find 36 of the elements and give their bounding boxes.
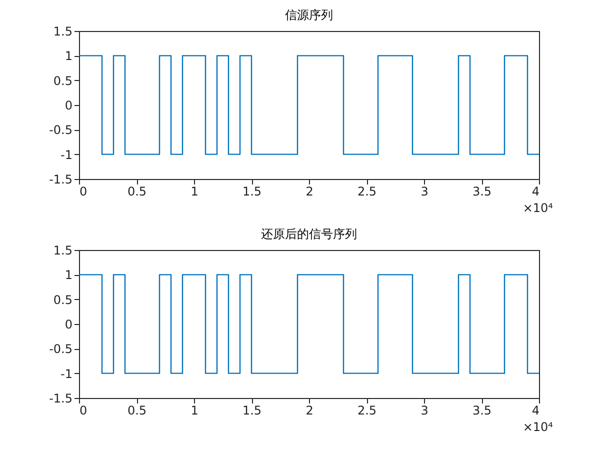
x-tick-label: 0.5 bbox=[127, 404, 147, 418]
y-tick-label: 0 bbox=[64, 98, 72, 112]
chart-title: 还原后的信号序列 bbox=[261, 227, 357, 241]
x-tick-label: 3.5 bbox=[472, 404, 492, 418]
x-tick-label: 4 bbox=[532, 184, 540, 198]
y-tick-label: -1 bbox=[60, 366, 72, 381]
y-tick-label: 1.5 bbox=[53, 24, 72, 38]
y-tick-label: -1.5 bbox=[49, 172, 72, 186]
x-tick-label: 1.5 bbox=[242, 404, 262, 418]
x-tick-label: 2 bbox=[306, 184, 314, 198]
x-tick-label: 2.5 bbox=[357, 404, 377, 418]
x-tick-label: 2.5 bbox=[357, 184, 377, 198]
x-tick-label: 1 bbox=[190, 404, 198, 418]
y-tick-label: 0.5 bbox=[53, 74, 72, 88]
x-tick-label: 0.5 bbox=[127, 184, 147, 198]
x-tick-label: 0 bbox=[80, 184, 88, 198]
x-tick-label: 0 bbox=[80, 404, 88, 418]
y-tick-label: -1.5 bbox=[49, 392, 72, 406]
y-tick-label: 1 bbox=[64, 268, 72, 282]
x-tick-label: 1 bbox=[190, 184, 198, 198]
x-tick-label: 3 bbox=[420, 184, 428, 198]
x-tick-label: 2 bbox=[306, 404, 314, 418]
x-tick-label: 3 bbox=[420, 404, 428, 418]
y-tick-label: -0.5 bbox=[49, 123, 72, 138]
y-tick-label: -0.5 bbox=[49, 342, 72, 356]
x-tick-label: 1.5 bbox=[242, 184, 262, 198]
y-tick-label: 1 bbox=[64, 49, 72, 64]
y-tick-label: 1.5 bbox=[53, 244, 72, 258]
text: ×10⁴ bbox=[522, 420, 554, 434]
y-tick-label: -1 bbox=[60, 148, 72, 162]
y-tick-label: 0.5 bbox=[53, 292, 72, 307]
x-tick-label: 4 bbox=[532, 404, 540, 418]
chart-title: 信源序列 bbox=[285, 8, 333, 22]
text: ×10⁴ bbox=[522, 201, 554, 215]
y-tick-label: 0 bbox=[64, 318, 72, 332]
x-tick-label: 3.5 bbox=[472, 184, 492, 198]
